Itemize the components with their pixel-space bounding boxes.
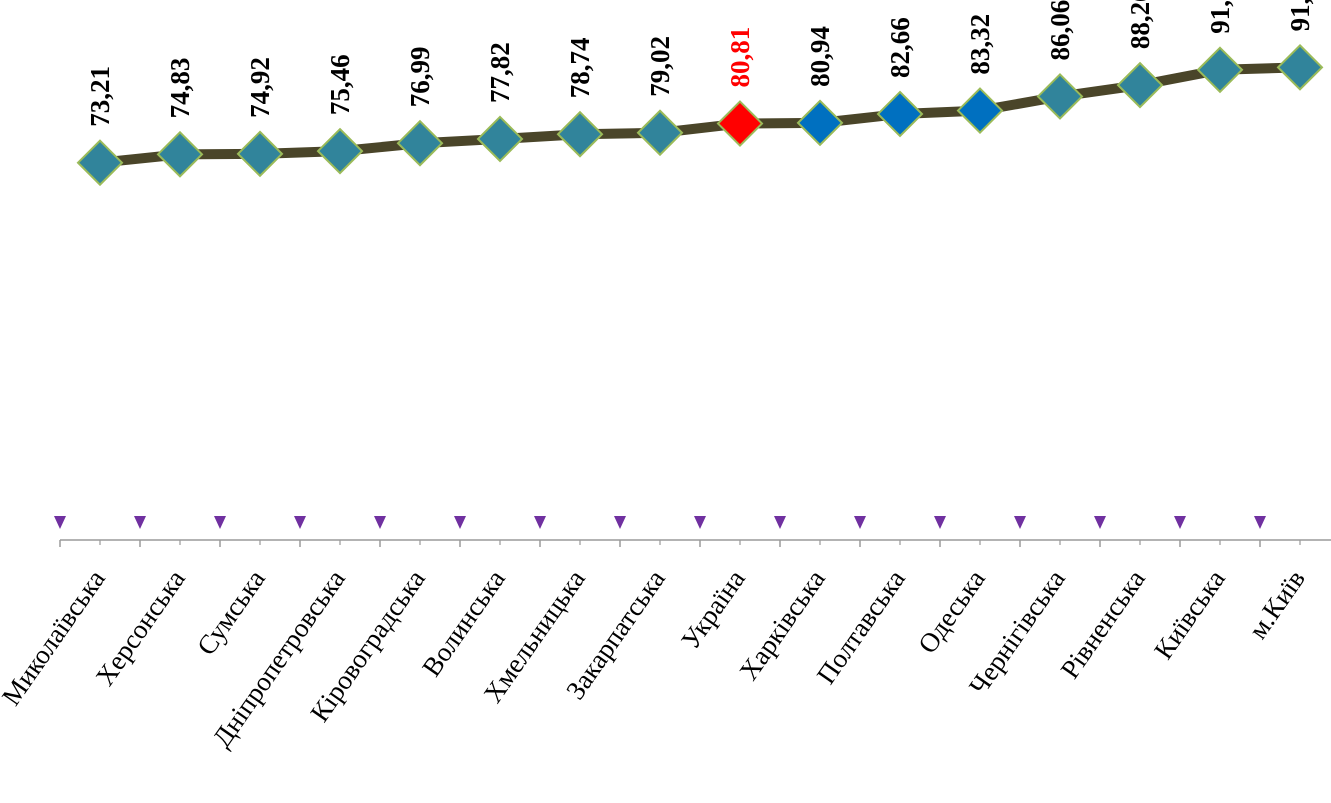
data-point-marker (556, 110, 604, 158)
drop-lines-layer (54, 0, 1266, 529)
data-point-marker (476, 115, 524, 163)
data-point-marker (796, 99, 844, 147)
data-label: 88,26 (1125, 0, 1155, 49)
data-label: 79,02 (645, 36, 675, 97)
data-point-marker (316, 127, 364, 175)
data-label: 74,92 (245, 57, 275, 118)
data-point-marker (1036, 73, 1084, 120)
x-axis (59, 539, 1331, 547)
data-label: 83,32 (965, 14, 995, 75)
category-label: Україна (675, 564, 751, 654)
data-point-marker (236, 130, 284, 178)
series-line-layer (95, 62, 1305, 168)
data-label: 78,74 (565, 37, 595, 98)
data-point-marker (156, 130, 204, 178)
data-label: 82,66 (885, 17, 915, 78)
value-labels-layer: 73,21 74,83 74,92 75,46 76,99 77,82 78,74 79,02… (85, 0, 1315, 127)
data-label: 75,46 (325, 54, 355, 115)
data-point-marker (1196, 46, 1244, 94)
data-point-marker (956, 87, 1004, 135)
data-label: 73,21 (85, 66, 115, 127)
data-label: 91,71 (1285, 0, 1315, 31)
data-point-marker (1116, 61, 1164, 109)
data-label: 91,24 (1205, 0, 1235, 34)
series-line (95, 62, 1305, 168)
data-label: 76,99 (405, 46, 435, 107)
markers-layer (76, 43, 1324, 187)
category-label: Київська (1148, 564, 1231, 664)
data-label: 77,82 (485, 42, 515, 103)
data-point-marker (636, 109, 684, 157)
data-point-marker (716, 100, 764, 147)
category-label: Одеська (912, 564, 991, 659)
data-label: 74,83 (165, 58, 195, 119)
data-label: 86,06 (1045, 0, 1075, 60)
data-point-marker (876, 90, 924, 138)
data-label: 80,94 (805, 26, 835, 87)
category-label: Миколаївська (0, 564, 111, 711)
data-label: 80,81 (725, 27, 755, 88)
data-point-marker (1276, 43, 1324, 91)
category-label: Сумська (191, 564, 271, 660)
data-point-marker (396, 119, 444, 167)
data-point-marker (76, 139, 124, 187)
category-label: м.Київ (1242, 564, 1310, 644)
